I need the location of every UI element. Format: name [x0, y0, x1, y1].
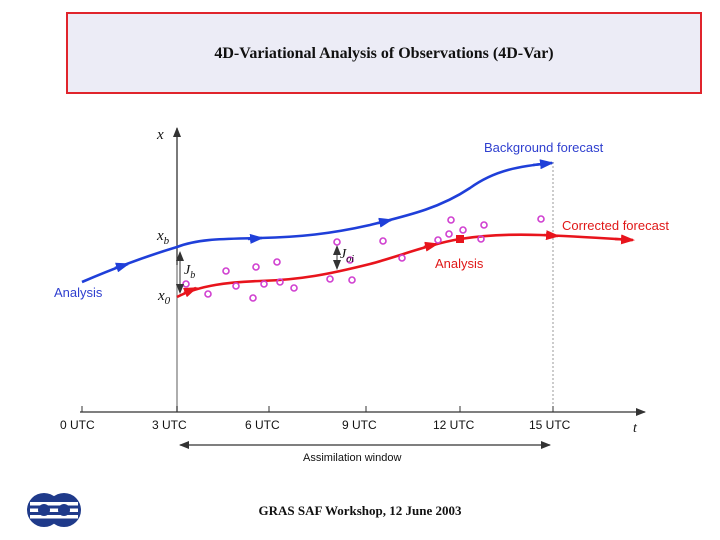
observations: [182, 215, 545, 302]
tick-label-6: 6 UTC: [245, 418, 280, 432]
observation-point: [477, 235, 485, 243]
background-forecast-label: Background forecast: [484, 140, 604, 155]
observation-point: [222, 267, 230, 275]
observation-point: [232, 282, 240, 290]
observation-point: [348, 276, 356, 284]
corrected-arrow-1: [183, 286, 198, 298]
observation-point: [447, 216, 455, 224]
x-axis-ticks: [81, 406, 554, 412]
background-arrow-1: [114, 262, 130, 273]
observation-point: [537, 215, 545, 223]
background-arrow-4: [532, 159, 554, 170]
slide-title: 4D-Variational Analysis of Observations …: [214, 45, 554, 62]
observation-point: [346, 256, 354, 264]
observation-point: [249, 294, 257, 302]
tick-label-9: 9 UTC: [342, 418, 377, 432]
corrected-arrow-2: [423, 241, 439, 252]
observation-point: [252, 263, 260, 271]
assimilation-window-label: Assimilation window: [303, 452, 401, 464]
ecmwf-logo-icon: [27, 493, 81, 527]
observation-point: [182, 280, 190, 288]
background-arrow-3: [377, 217, 393, 228]
title-box: 4D-Variational Analysis of Observations …: [66, 12, 702, 94]
tick-label-15: 15 UTC: [529, 418, 571, 432]
tick-label-0: 0 UTC: [60, 418, 95, 432]
observation-point: [379, 237, 387, 245]
tick-label-12: 12 UTC: [433, 418, 475, 432]
observation-point: [204, 290, 212, 298]
analysis-point-marker: [456, 235, 464, 243]
y-axis-label: x: [156, 127, 164, 143]
background-forecast-curve: [81, 161, 553, 284]
x-axis-label: t: [633, 421, 638, 436]
analysis-label-right: Analysis: [435, 256, 484, 271]
background-arrow-2: [247, 233, 264, 244]
observation-point: [480, 221, 488, 229]
corrected-forecast-curve: [176, 233, 633, 299]
analysis-label-left: Analysis: [54, 285, 103, 300]
tick-label-3: 3 UTC: [152, 418, 187, 432]
observation-point: [459, 226, 467, 234]
observation-point: [434, 236, 442, 244]
observation-point: [276, 278, 284, 286]
corrected-arrow-3: [543, 230, 560, 241]
observation-point: [398, 254, 406, 262]
corrected-forecast-label: Corrected forecast: [562, 218, 669, 233]
observation-point: [326, 275, 334, 283]
observation-point: [445, 230, 453, 238]
jb-label: Jb: [184, 263, 195, 281]
observation-point: [260, 280, 268, 288]
x0-label: x0: [157, 288, 171, 307]
footer-text: GRAS SAF Workshop, 12 June 2003: [258, 503, 462, 518]
xb-label: xb: [156, 228, 170, 247]
corrected-arrow-4: [614, 234, 635, 245]
joi-label: Joi: [340, 247, 354, 265]
observation-point: [290, 284, 298, 292]
observation-point: [273, 258, 281, 266]
observation-point: [333, 238, 341, 246]
